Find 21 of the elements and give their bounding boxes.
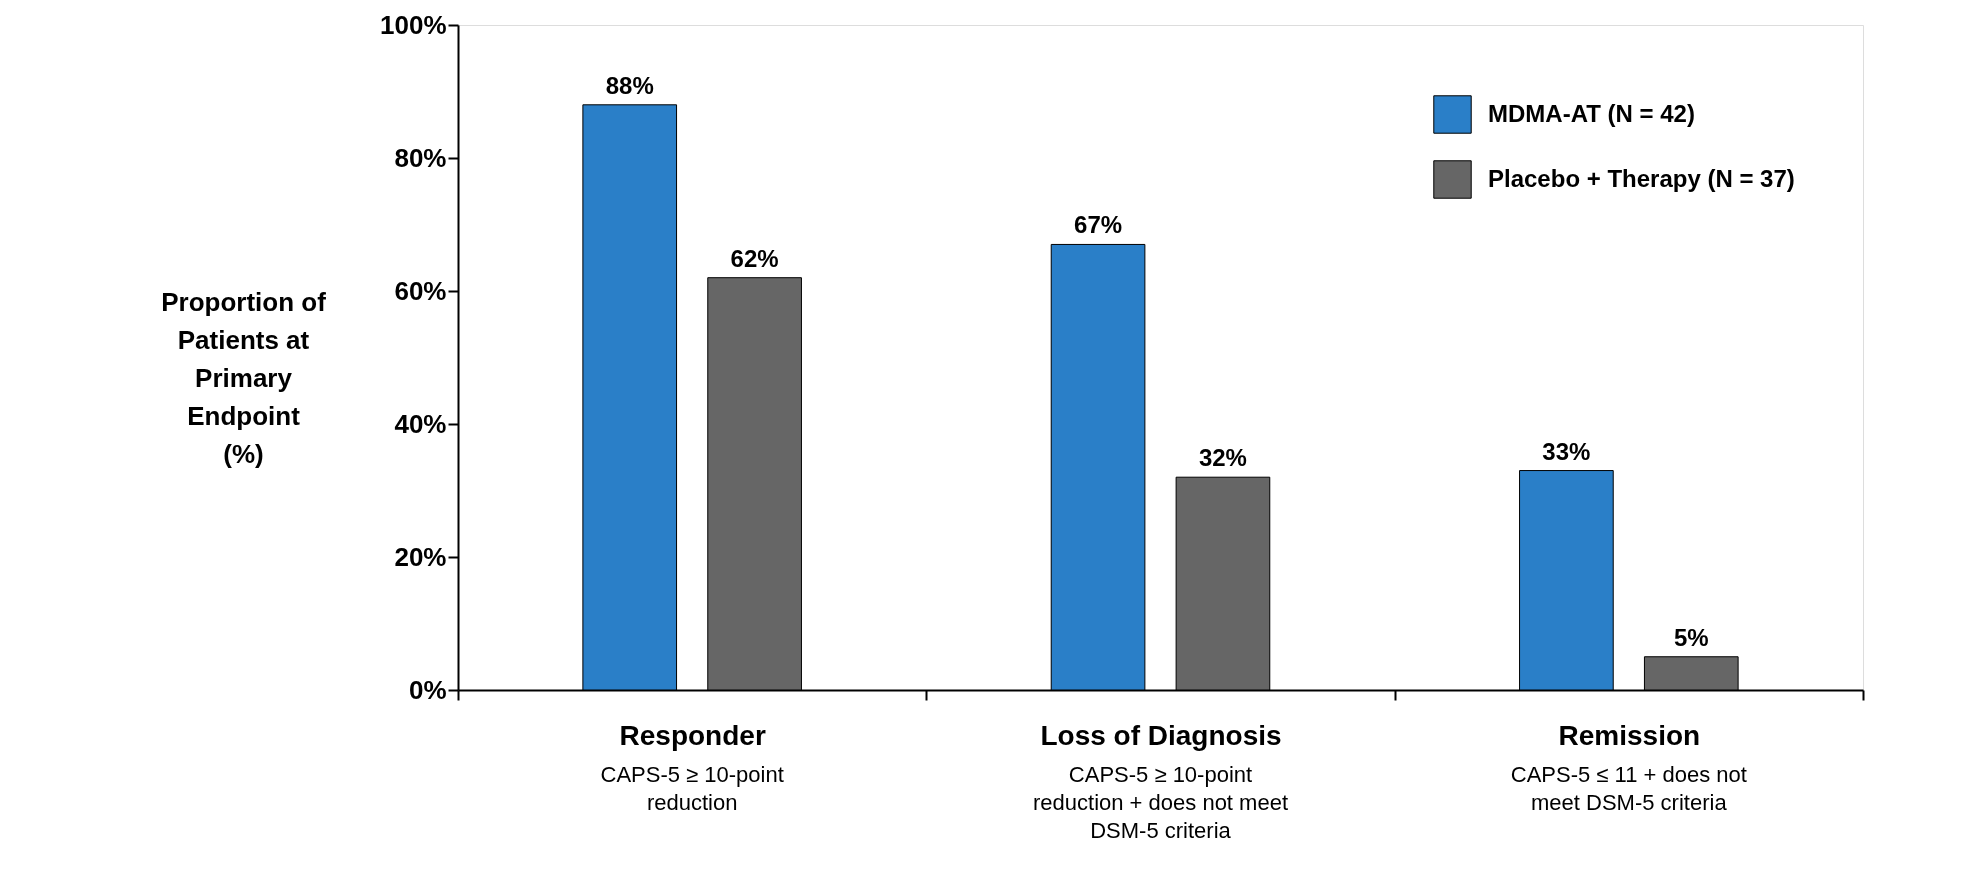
text: 88% bbox=[605, 71, 654, 99]
text: 67% bbox=[1074, 211, 1123, 239]
y-tick-label: 80% bbox=[394, 142, 447, 173]
y-tick-label: 0% bbox=[408, 674, 447, 705]
legend-label: Placebo + Therapy (N = 37) bbox=[1488, 164, 1795, 192]
text: CAPS-5 ≤ 11 + does not meet DSM-5 criteria bbox=[1510, 762, 1747, 815]
x-tick-label: Remission bbox=[1558, 719, 1701, 751]
text: 5% bbox=[1673, 623, 1709, 651]
text: CAPS-5 ≥ 10-point reduction + does not meet DSM-5 criteria bbox=[1033, 762, 1288, 843]
text: 32% bbox=[1198, 444, 1247, 472]
y-tick-label: 40% bbox=[394, 408, 447, 439]
text: 33% bbox=[1542, 437, 1591, 465]
y-tick-label: 20% bbox=[394, 541, 447, 572]
y-tick-label: 60% bbox=[394, 275, 447, 306]
y-tick-label: 100% bbox=[380, 9, 447, 40]
x-tick-label: Loss of Diagnosis bbox=[1040, 719, 1282, 751]
x-tick-label: Responder bbox=[619, 719, 766, 751]
text: CAPS-5 ≥ 10-point reduction bbox=[600, 762, 784, 815]
text: 62% bbox=[730, 244, 779, 272]
legend-label: MDMA-AT (N = 42) bbox=[1488, 99, 1695, 127]
y-axis-title: Proportion of Patients at Primary Endpoint (%) bbox=[161, 287, 327, 469]
